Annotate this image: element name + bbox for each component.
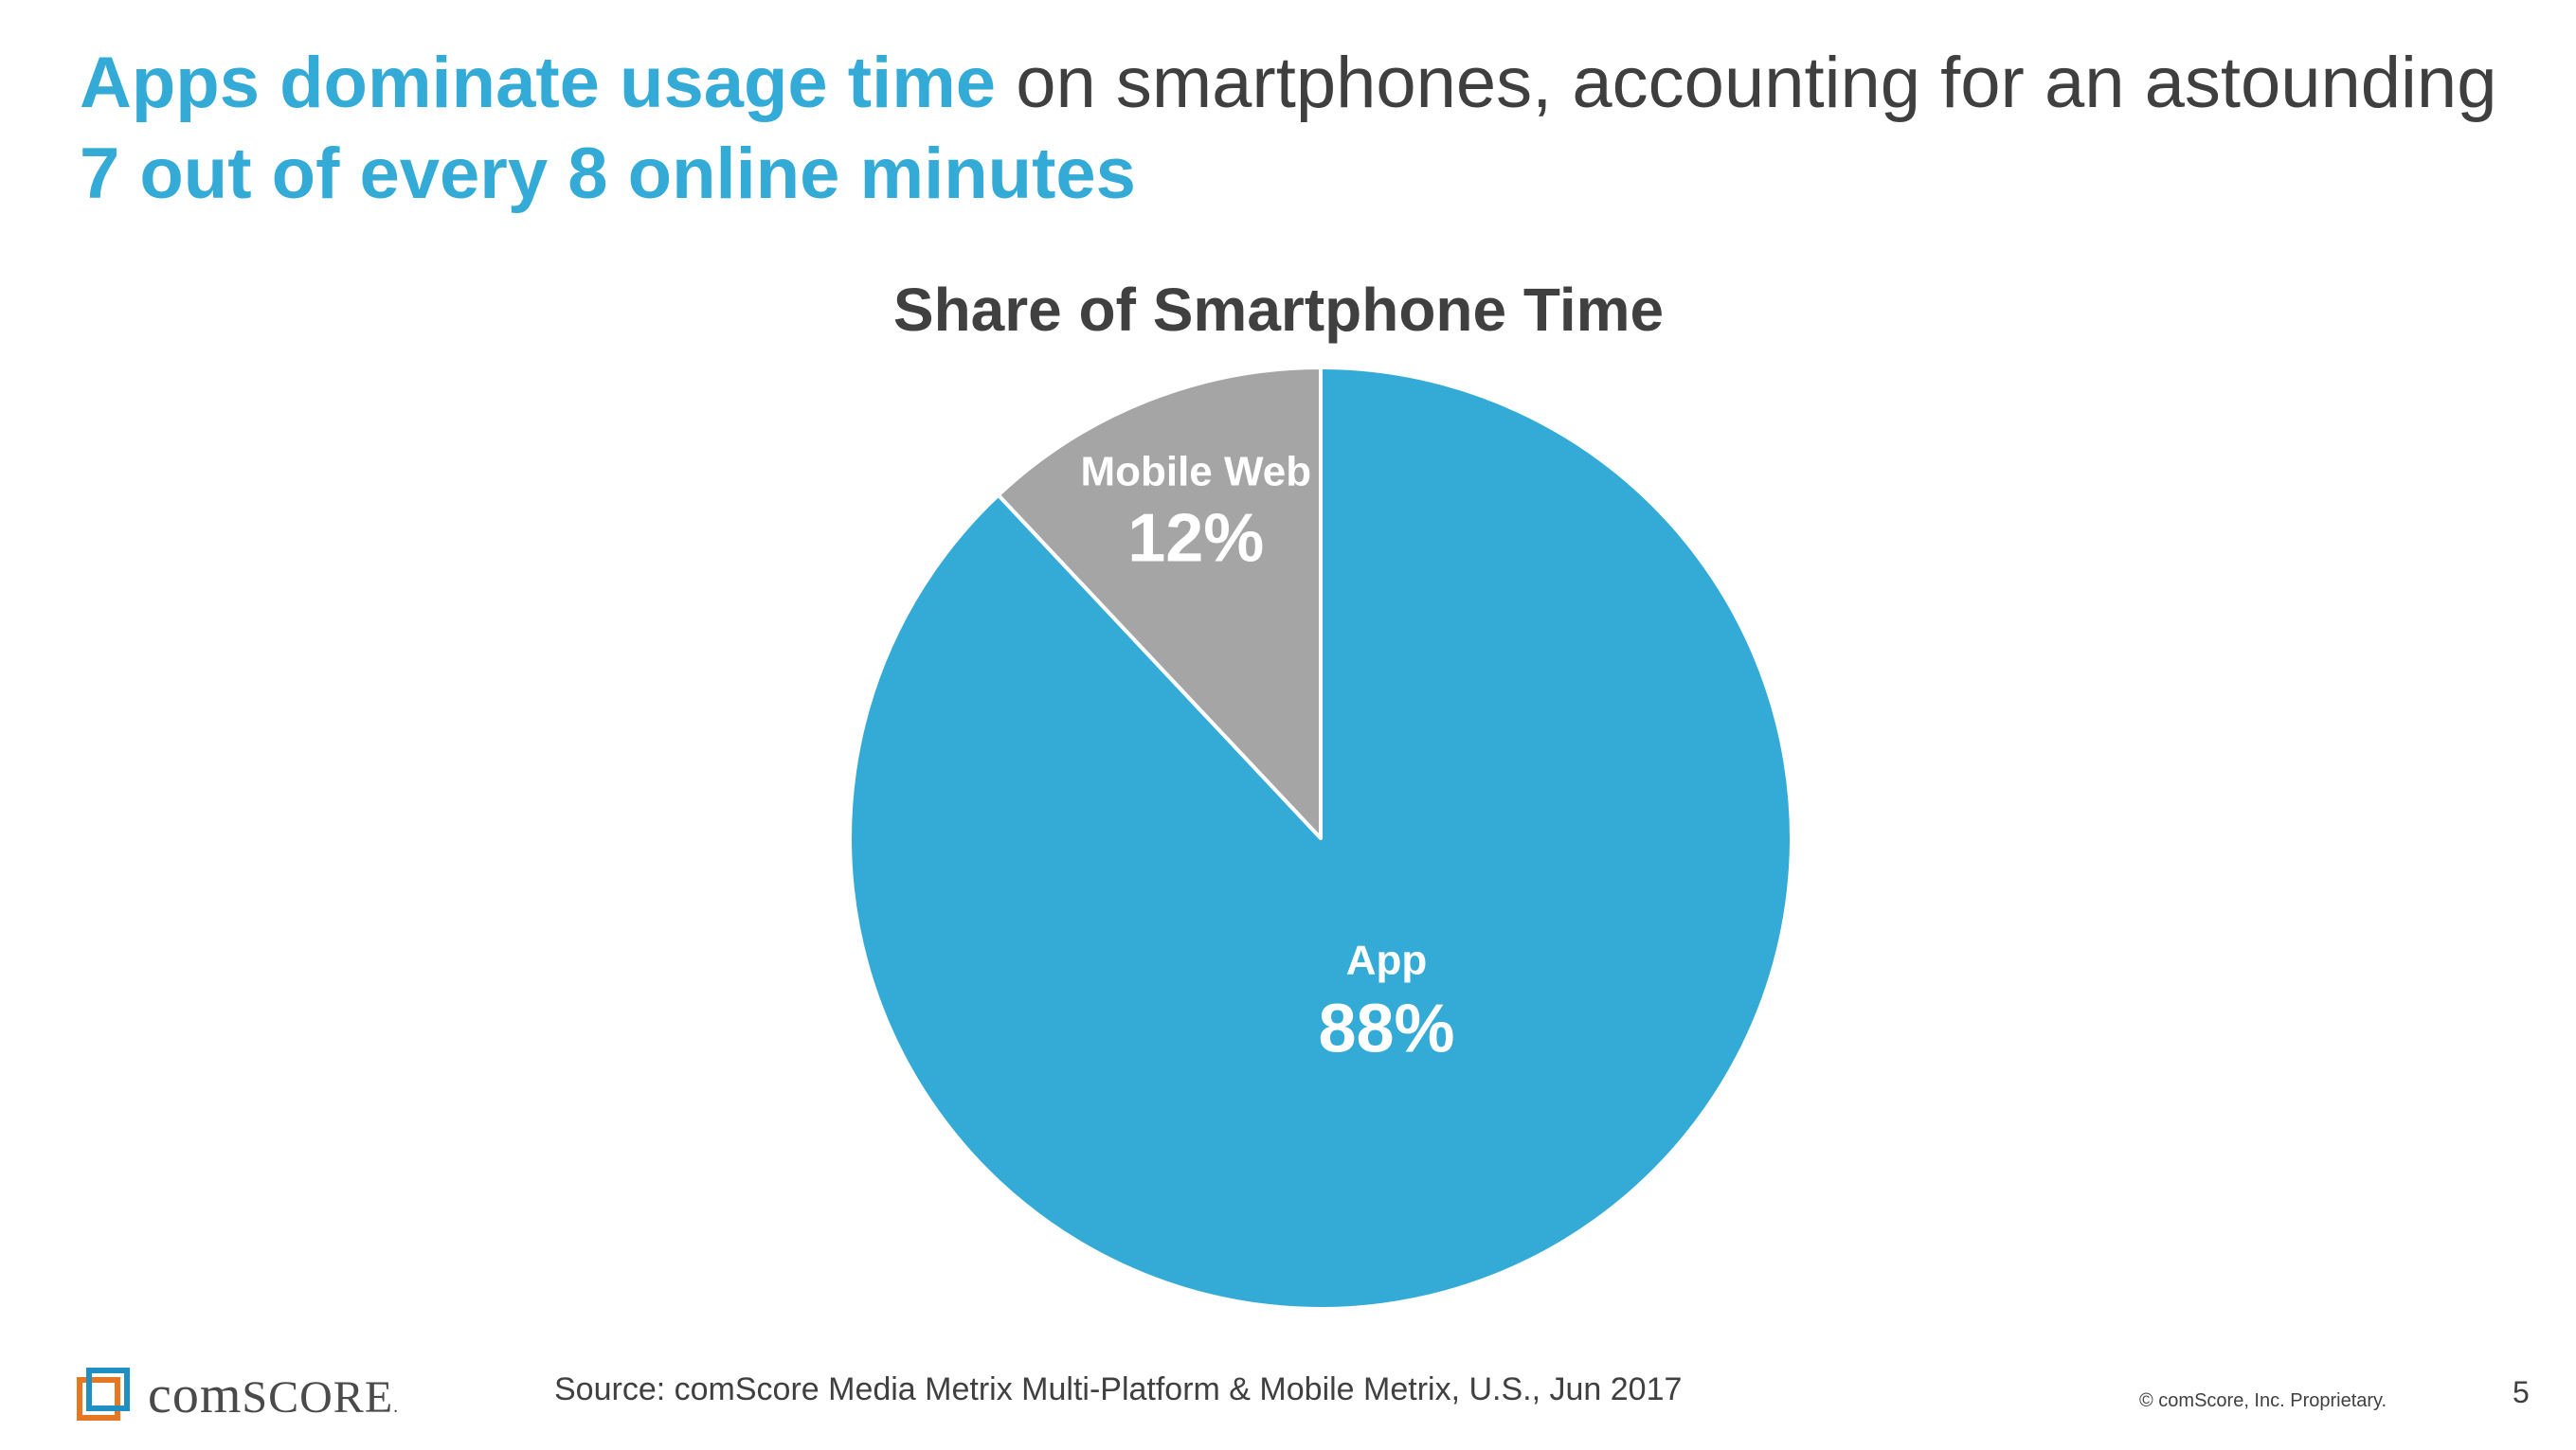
headline-emphasis-apps: Apps dominate usage time xyxy=(80,43,997,123)
headline: Apps dominate usage time on smartphones,… xyxy=(80,38,2552,220)
comscore-logo-wordmark: comSCORE. xyxy=(148,1366,400,1424)
copyright-note: © comScore, Inc. Proprietary. xyxy=(2139,1390,2387,1411)
headline-emphasis-minutes: 7 out of every 8 online minutes xyxy=(80,134,1136,214)
source-note: Source: comScore Media Metrix Multi-Plat… xyxy=(554,1371,1683,1407)
chart-title: Share of Smartphone Time xyxy=(0,275,2576,345)
pie-label-app: App xyxy=(1346,938,1428,984)
pie-labels: App 88% Mobile Web 12% xyxy=(1080,448,1454,1066)
pie-slices xyxy=(848,366,1793,1311)
headline-body: on smartphones, accounting for an astoun… xyxy=(996,43,2497,123)
page-number: 5 xyxy=(2513,1375,2530,1409)
pie-slice-mobile-web xyxy=(996,366,1323,840)
pie-value-mobile-web: 12% xyxy=(1127,500,1264,576)
pie-value-app: 88% xyxy=(1318,992,1454,1067)
chart-title-text: Share of Smartphone Time xyxy=(892,276,1665,344)
pie-label-mobile-web: Mobile Web xyxy=(1080,448,1311,494)
comscore-logo-icon xyxy=(77,1368,130,1421)
comscore-logo: comSCORE. xyxy=(74,1362,399,1428)
